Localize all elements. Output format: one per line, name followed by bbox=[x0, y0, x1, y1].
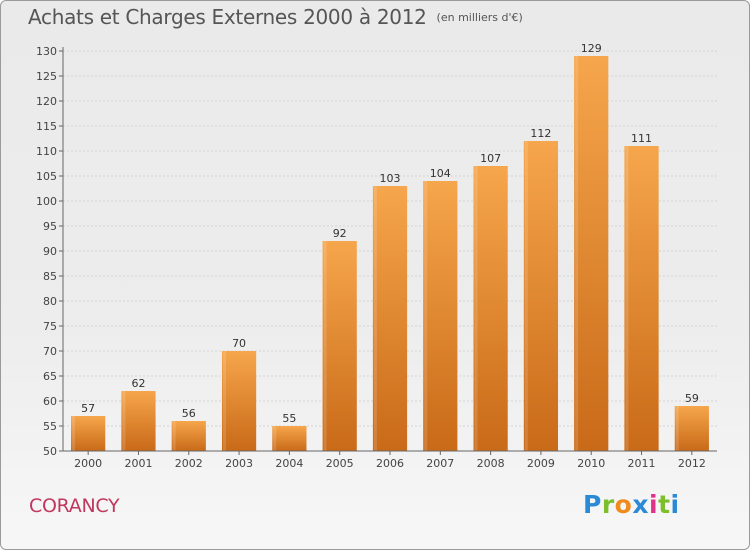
x-tick-label: 2006 bbox=[376, 457, 404, 470]
bar-2008 bbox=[473, 166, 508, 451]
bar-2002 bbox=[171, 421, 206, 451]
value-label: 92 bbox=[333, 227, 347, 240]
y-tick-label: 80 bbox=[43, 295, 57, 308]
bar-2006 bbox=[372, 186, 408, 451]
x-tick-label: 2011 bbox=[628, 457, 656, 470]
value-label: 57 bbox=[81, 402, 95, 415]
x-tick-label: 2004 bbox=[275, 457, 303, 470]
bar-highlight bbox=[273, 426, 277, 451]
title-row: Achats et Charges Externes 2000 à 2012 (e… bbox=[28, 5, 523, 29]
y-tick-label: 55 bbox=[43, 420, 57, 433]
x-tick-label: 2000 bbox=[74, 457, 102, 470]
bar-2007 bbox=[423, 181, 458, 451]
chart-title: Achats et Charges Externes 2000 à 2012 bbox=[28, 5, 427, 29]
x-tick-label: 2003 bbox=[225, 457, 253, 470]
x-tick-label: 2007 bbox=[426, 457, 454, 470]
x-tick-label: 2005 bbox=[326, 457, 354, 470]
x-tick-label: 2012 bbox=[678, 457, 706, 470]
y-tick-label: 130 bbox=[36, 45, 57, 58]
bar-highlight bbox=[575, 56, 579, 451]
bar-2004 bbox=[272, 426, 307, 451]
bar-highlight bbox=[172, 421, 176, 451]
y-tick-label: 50 bbox=[43, 445, 57, 458]
bar-highlight bbox=[122, 391, 126, 451]
bar-highlight bbox=[675, 406, 679, 451]
bar-2012 bbox=[674, 406, 709, 451]
value-label: 62 bbox=[131, 377, 145, 390]
y-tick-label: 90 bbox=[43, 245, 57, 258]
x-tick-label: 2001 bbox=[124, 457, 152, 470]
value-label: 56 bbox=[182, 407, 196, 420]
y-tick-label: 125 bbox=[36, 70, 57, 83]
y-tick-label: 120 bbox=[36, 95, 57, 108]
x-tick-label: 2010 bbox=[577, 457, 605, 470]
x-tick-label: 2009 bbox=[527, 457, 555, 470]
bar-2003 bbox=[221, 351, 257, 451]
y-tick-label: 85 bbox=[43, 270, 57, 283]
value-label: 59 bbox=[685, 392, 699, 405]
chart-subtitle: (en milliers d'€) bbox=[436, 11, 523, 24]
bar-highlight bbox=[524, 141, 528, 451]
data-labels: 57 62 56 70 55 92 103 104 107 112 129 111 59 bbox=[81, 42, 699, 425]
bar-2009 bbox=[523, 141, 559, 451]
value-label: 104 bbox=[430, 167, 451, 180]
bar-highlight bbox=[323, 241, 327, 451]
bar-highlight bbox=[474, 166, 478, 451]
y-tick-label: 70 bbox=[43, 345, 57, 358]
y-tick-label: 65 bbox=[43, 370, 57, 383]
bar-2001 bbox=[121, 391, 156, 451]
y-tick-label: 110 bbox=[36, 145, 57, 158]
value-label: 129 bbox=[581, 42, 602, 55]
y-tick-label: 115 bbox=[36, 120, 57, 133]
y-tick-label: 100 bbox=[36, 195, 57, 208]
value-label: 103 bbox=[380, 172, 401, 185]
value-label: 112 bbox=[530, 127, 551, 140]
value-label: 70 bbox=[232, 337, 246, 350]
bar-highlight bbox=[222, 351, 226, 451]
y-tick-label: 105 bbox=[36, 170, 57, 183]
value-label: 107 bbox=[480, 152, 501, 165]
bar-highlight bbox=[424, 181, 428, 451]
x-tick-label: 2008 bbox=[477, 457, 505, 470]
proxiti-logo: Proxiti bbox=[583, 490, 680, 519]
value-label: 55 bbox=[282, 412, 296, 425]
axes: 50 55 60 65 70 75 80 85 90 95 100 105 110 115 120 125 13… bbox=[36, 45, 717, 470]
x-tick-label: 2002 bbox=[175, 457, 203, 470]
value-label: 111 bbox=[631, 132, 652, 145]
bar-2011 bbox=[624, 146, 659, 451]
bar-2010 bbox=[574, 56, 609, 451]
y-tick-label: 60 bbox=[43, 395, 57, 408]
bar-highlight bbox=[625, 146, 629, 451]
bars bbox=[71, 56, 709, 451]
y-tick-label: 95 bbox=[43, 220, 57, 233]
bar-2000 bbox=[71, 416, 106, 451]
y-tick-label: 75 bbox=[43, 320, 57, 333]
bar-highlight bbox=[72, 416, 76, 451]
commune-name: CORANCY bbox=[29, 495, 120, 517]
bar-highlight bbox=[373, 186, 377, 451]
bar-2005 bbox=[322, 241, 357, 451]
